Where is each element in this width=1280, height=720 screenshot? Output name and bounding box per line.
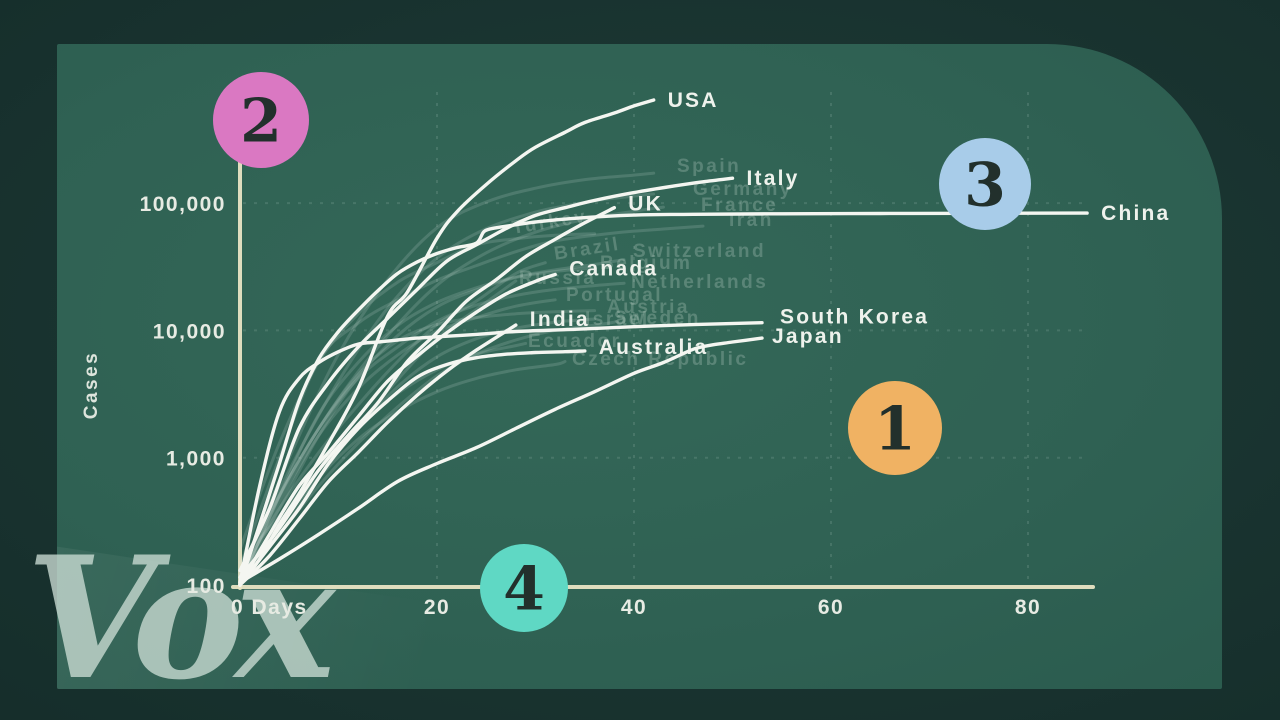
x-tick-60: 60 — [818, 596, 844, 619]
country-curve-australia — [238, 349, 587, 587]
country-curve-brazil — [238, 261, 547, 577]
annotation-circle-1 — [848, 381, 942, 475]
country-label-ecuador: Ecuador — [528, 331, 622, 352]
y-axis-title: Cases — [81, 351, 102, 420]
annotation-circle-2 — [213, 72, 309, 168]
x-tick-40: 40 — [621, 596, 647, 619]
country-curve-belgium — [238, 266, 597, 582]
country-label-russia: Russia — [519, 268, 596, 289]
country-curve-switzerland — [238, 258, 626, 587]
y-tick-100: 100 — [186, 575, 226, 598]
country-curve-china — [238, 211, 1089, 587]
country-label-austria: Austria — [607, 297, 690, 318]
country-label-netherlands: Netherlands — [631, 272, 768, 293]
country-label-belgium: Belgium — [600, 253, 692, 274]
country-label-germany: Germany — [693, 179, 793, 200]
annotation-circle-4 — [480, 544, 568, 632]
country-curve-canada — [238, 272, 557, 587]
country-curve-usa — [238, 98, 656, 587]
country-curve-portugal — [238, 298, 557, 582]
y-tick-1-000: 1,000 — [166, 448, 226, 471]
y-tick-100-000: 100,000 — [140, 193, 226, 216]
annotation-number-3: 3 — [964, 151, 1006, 221]
country-curve-spain — [238, 171, 656, 577]
country-label-spain: Spain — [677, 156, 741, 177]
annotation-circle-3 — [939, 138, 1031, 230]
country-label-japan: Japan — [772, 325, 844, 348]
x-tick-20: 20 — [424, 596, 450, 619]
country-curve-japan — [238, 336, 764, 584]
country-label-india: India — [530, 308, 590, 331]
country-label-canada: Canada — [569, 257, 658, 280]
country-curve-italy — [238, 176, 735, 573]
x-tick-80: 80 — [1015, 596, 1041, 619]
country-curve-austria — [238, 309, 597, 587]
annotation-number-2: 2 — [240, 87, 282, 157]
y-tick-10-000: 10,000 — [153, 320, 226, 343]
country-label-portugal: Portugal — [566, 285, 663, 306]
country-curve-turkey — [238, 232, 597, 551]
country-label-usa: USA — [668, 89, 719, 112]
country-label-israel: Israel — [585, 309, 650, 330]
country-label-south-korea: South Korea — [780, 306, 929, 329]
country-label-czech-republic: Czech Republic — [572, 349, 748, 370]
country-label-italy: Italy — [747, 167, 800, 190]
x-tick-0-days: 0 Days — [231, 596, 308, 619]
country-label-uk: UK — [628, 193, 663, 216]
vox-logo: Vox — [26, 519, 335, 717]
country-label-australia: Australia — [599, 336, 709, 359]
annotation-number-4: 4 — [503, 555, 545, 625]
country-curve-uk — [238, 206, 616, 579]
country-label-switzerland: Switzerland — [633, 241, 766, 262]
country-label-france: France — [701, 195, 778, 216]
country-curve-south-korea — [238, 321, 764, 585]
country-label-china: China — [1101, 202, 1170, 225]
country-curve-ecuador — [238, 341, 528, 587]
annotation-number-1: 1 — [874, 395, 916, 465]
country-curve-netherlands — [238, 281, 626, 572]
